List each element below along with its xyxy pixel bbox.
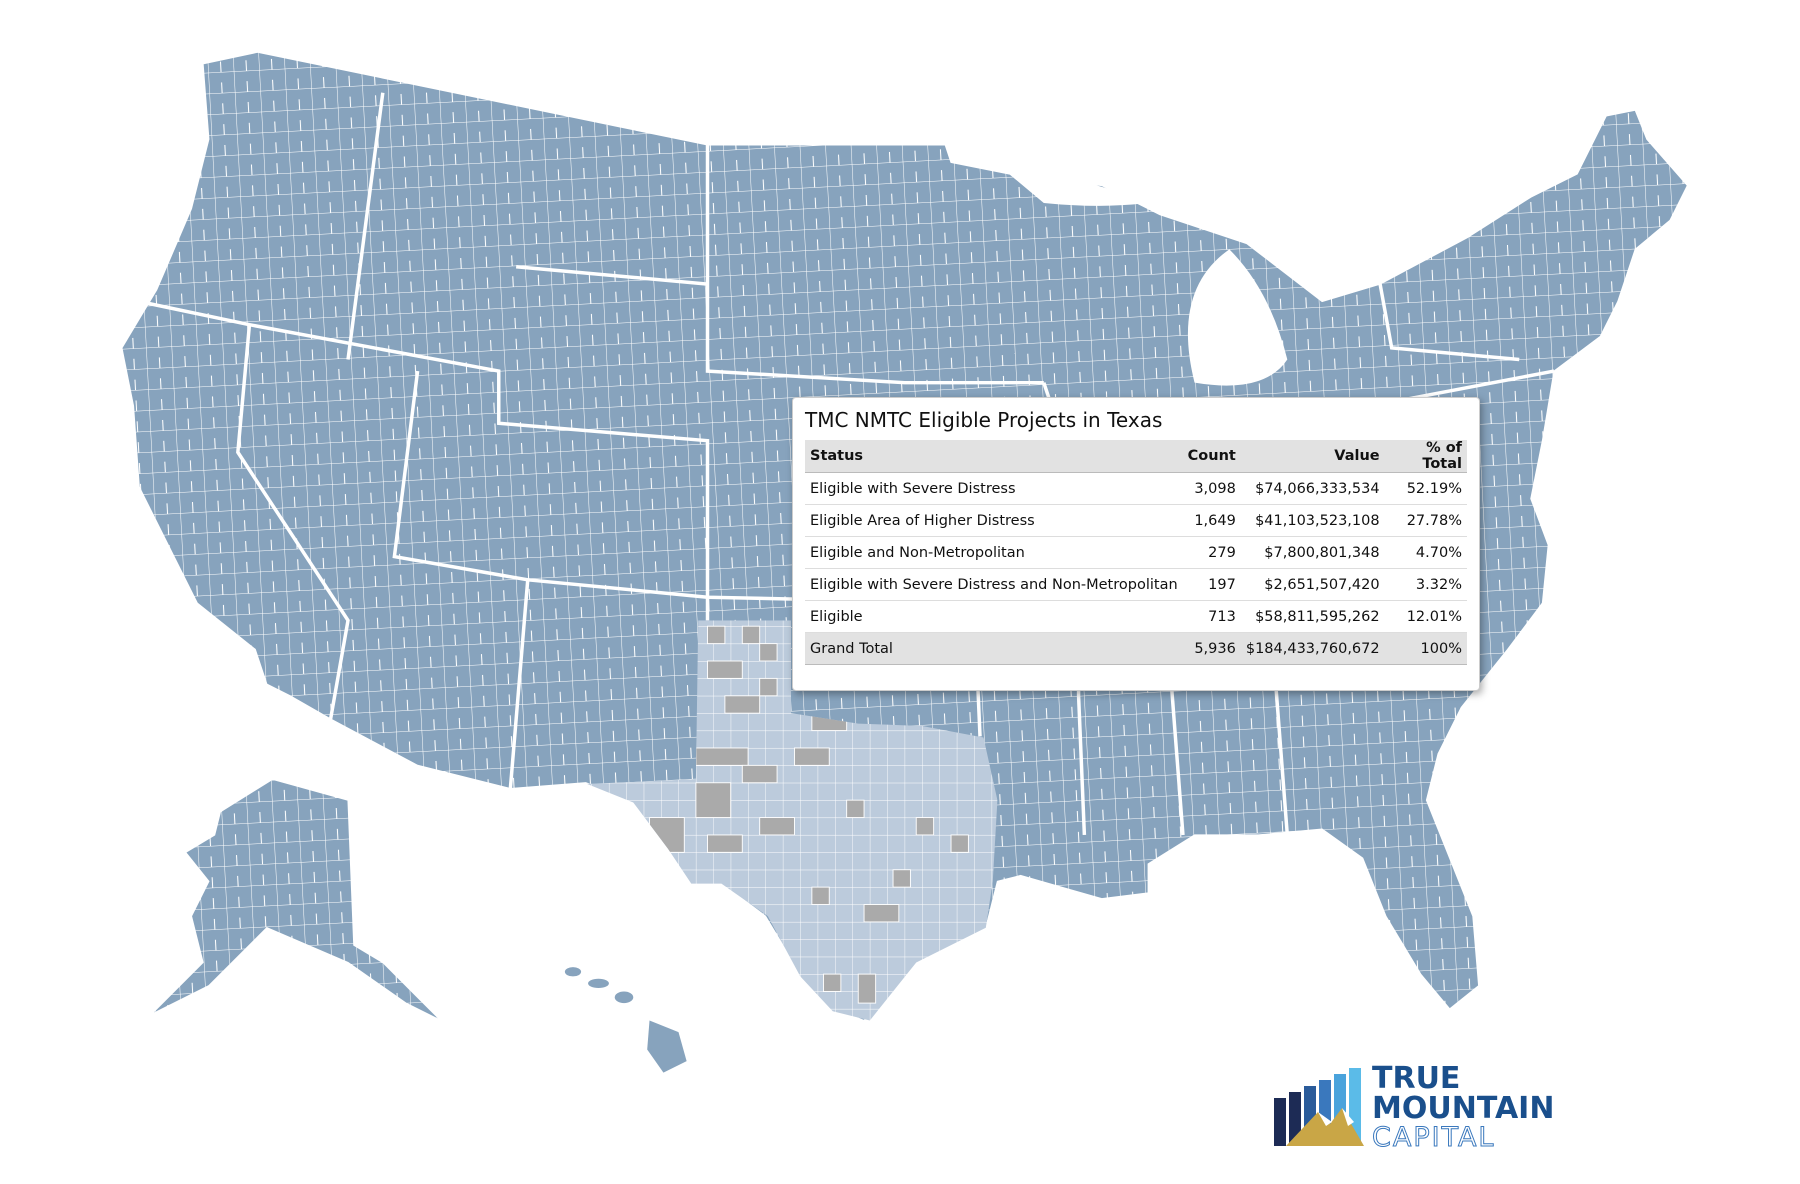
table-cell: 713: [1182, 600, 1241, 633]
table-cell: Grand Total: [805, 632, 1183, 665]
column-header: Status: [805, 440, 1183, 473]
column-header: % of Total: [1384, 440, 1467, 473]
tooltip-title: TMC NMTC Eligible Projects in Texas: [805, 408, 1163, 432]
table-cell: $184,433,760,672: [1240, 632, 1385, 665]
logo-line: MOUNTAIN: [1372, 1091, 1554, 1126]
table-cell: 197: [1182, 568, 1241, 601]
column-header: Value: [1240, 440, 1385, 473]
table-cell: 27.78%: [1384, 504, 1467, 537]
alaska: [150, 778, 442, 1022]
table-cell: $7,800,801,348: [1240, 536, 1385, 569]
table-row: Eligible with Severe Distress and Non-Me…: [805, 568, 1467, 601]
hawaii: [564, 967, 687, 1073]
table-cell: $58,811,595,262: [1240, 600, 1385, 633]
table-cell: 100%: [1384, 632, 1467, 665]
column-header: Count: [1182, 440, 1241, 473]
table-cell: Eligible with Severe Distress: [805, 472, 1183, 505]
table-cell: 3.32%: [1384, 568, 1467, 601]
table-row: Eligible 713 $58,811,595,262 12.01%: [805, 600, 1467, 633]
total-row: Grand Total 5,936 $184,433,760,672 100%: [805, 632, 1467, 665]
logo-mark: [1274, 1068, 1364, 1146]
table-cell: 52.19%: [1384, 472, 1467, 505]
table-cell: $74,066,333,534: [1240, 472, 1385, 505]
table-cell: 5,936: [1182, 632, 1241, 665]
table-cell: 279: [1182, 536, 1241, 569]
table-row: Eligible Area of Higher Distress 1,649 $41…: [805, 504, 1467, 537]
table-cell: 12.01%: [1384, 600, 1467, 633]
table-cell: $2,651,507,420: [1240, 568, 1385, 601]
table-cell: Eligible Area of Higher Distress: [805, 504, 1183, 537]
table-cell: 3,098: [1182, 472, 1241, 505]
table-cell: Eligible with Severe Distress and Non-Me…: [805, 568, 1183, 601]
table-row: Eligible with Severe Distress 3,098 $74,06…: [805, 472, 1467, 505]
table-cell: Eligible: [805, 600, 1183, 633]
tooltip: TMC NMTC Eligible Projects in Texas Stat…: [792, 397, 1480, 691]
logo-line: CAPITAL: [1372, 1122, 1495, 1150]
header-row: Status Count Value% of Total: [805, 440, 1467, 473]
table-cell: Eligible and Non-Metropolitan: [805, 536, 1183, 569]
logo: TRUE MOUNTAIN CAPITAL: [1274, 1061, 1554, 1150]
logo-line: TRUE: [1372, 1061, 1460, 1096]
table-row: Eligible and Non-Metropolitan 279 $7,800,8…: [805, 536, 1467, 569]
tooltip-table: Status Count Value% of Total Eligible with…: [805, 440, 1467, 665]
table-cell: 4.70%: [1384, 536, 1467, 569]
table-cell: $41,103,523,108: [1240, 504, 1385, 537]
table-cell: 1,649: [1182, 504, 1241, 537]
